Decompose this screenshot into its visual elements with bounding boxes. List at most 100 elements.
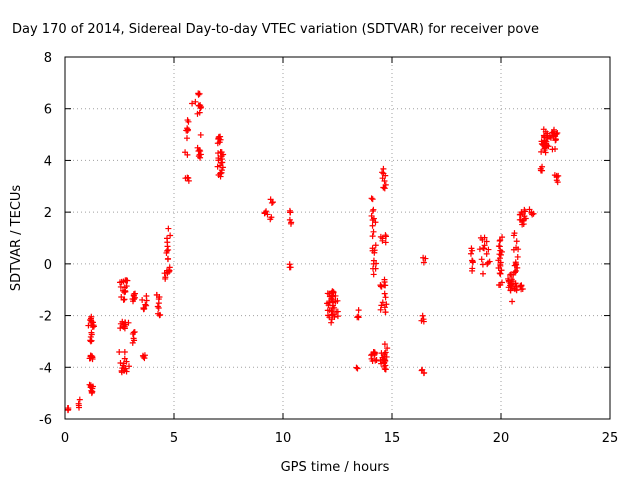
data-point <box>263 208 270 215</box>
data-point <box>541 146 548 153</box>
data-point <box>372 357 379 364</box>
data-point <box>121 355 128 362</box>
data-point <box>87 338 94 345</box>
data-point <box>467 250 474 257</box>
data-point <box>554 129 561 136</box>
data-point <box>369 233 376 240</box>
data-point <box>497 251 504 258</box>
data-point <box>476 246 483 253</box>
data-point <box>383 301 390 308</box>
x-tick-label: 15 <box>384 431 401 446</box>
data-point <box>328 319 335 326</box>
data-point <box>287 264 294 271</box>
y-tick-label: 8 <box>44 51 52 66</box>
data-point <box>485 246 492 253</box>
y-axis-label: SDTVAR / TECUs <box>9 185 24 292</box>
data-point <box>542 128 549 135</box>
data-point <box>326 307 333 314</box>
data-point <box>334 308 341 315</box>
data-point <box>264 211 271 218</box>
data-point <box>369 222 376 229</box>
data-point <box>377 306 384 313</box>
y-tick-label: 6 <box>44 103 52 118</box>
data-point <box>380 165 387 172</box>
data-point <box>65 406 72 413</box>
data-point <box>514 253 521 260</box>
data-point <box>184 117 191 124</box>
data-point <box>382 239 389 246</box>
y-tick-label: 0 <box>44 258 52 273</box>
data-point <box>123 283 130 290</box>
data-point <box>483 238 490 245</box>
data-points <box>64 90 562 414</box>
data-point <box>543 138 550 145</box>
data-point <box>89 385 96 392</box>
data-point <box>515 246 522 253</box>
data-point <box>381 185 388 192</box>
data-point <box>381 290 388 297</box>
data-point <box>130 335 137 342</box>
data-point <box>125 363 132 370</box>
data-point <box>554 179 561 186</box>
data-point <box>268 199 275 206</box>
data-point <box>510 232 517 239</box>
data-point <box>529 211 536 218</box>
data-point <box>382 232 389 239</box>
data-point <box>287 220 294 227</box>
data-point <box>383 353 390 360</box>
data-point <box>220 151 227 158</box>
data-point <box>143 302 150 309</box>
data-point <box>124 277 131 284</box>
data-point <box>422 255 429 262</box>
data-point <box>513 267 520 274</box>
data-point <box>511 269 518 276</box>
data-point <box>555 172 562 179</box>
y-tick-label: 2 <box>44 206 52 221</box>
data-point <box>483 250 490 257</box>
data-point <box>120 296 127 303</box>
data-point <box>552 146 559 153</box>
data-point <box>371 249 378 256</box>
data-point <box>197 104 204 111</box>
data-point <box>287 209 294 216</box>
data-point <box>184 151 191 158</box>
data-point <box>486 258 493 265</box>
data-point <box>384 345 391 352</box>
data-point <box>328 316 335 323</box>
data-point <box>121 348 128 355</box>
data-point <box>89 354 96 361</box>
data-point <box>381 177 388 184</box>
data-point <box>329 302 336 309</box>
data-point <box>513 261 520 268</box>
data-point <box>480 270 487 277</box>
x-tick-label: 25 <box>602 431 619 446</box>
data-point <box>381 276 388 283</box>
data-point <box>382 349 389 356</box>
data-point <box>355 314 362 321</box>
data-point <box>382 181 389 188</box>
data-point <box>497 262 504 269</box>
data-point <box>269 199 276 206</box>
y-tick-label: -6 <box>39 413 52 428</box>
data-point <box>382 366 389 373</box>
data-point <box>517 216 524 223</box>
data-point <box>142 301 149 308</box>
data-point <box>157 311 164 318</box>
data-point <box>530 210 537 217</box>
data-point <box>355 307 362 314</box>
data-point <box>185 126 192 133</box>
data-point <box>116 348 123 355</box>
data-point <box>185 177 192 184</box>
data-point <box>373 356 380 363</box>
data-point <box>218 169 225 176</box>
data-point <box>328 295 335 302</box>
data-point <box>371 349 378 356</box>
data-point <box>196 109 203 116</box>
data-point <box>76 404 83 411</box>
data-point <box>369 196 376 203</box>
data-point <box>163 249 170 256</box>
data-point <box>507 287 514 294</box>
data-point <box>329 288 336 295</box>
data-point <box>481 234 488 241</box>
data-point <box>156 294 163 301</box>
